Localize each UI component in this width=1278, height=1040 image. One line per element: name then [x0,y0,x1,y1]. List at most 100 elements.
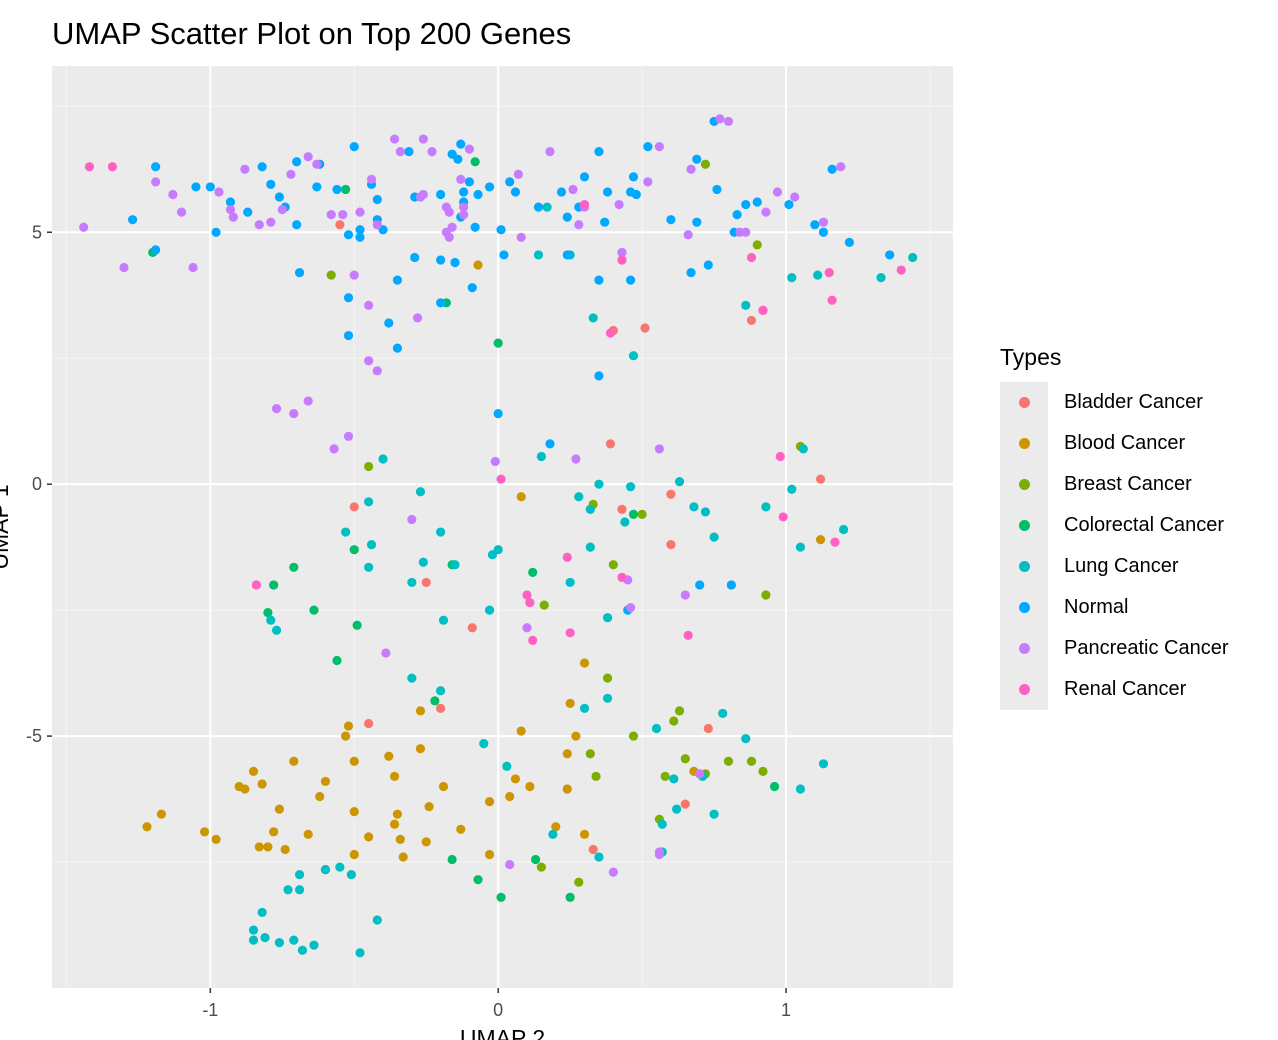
data-point [211,227,221,237]
data-point [723,116,734,127]
data-point [312,182,322,192]
data-point [415,706,426,716]
data-point [505,177,515,187]
data-point [444,207,454,217]
data-point [349,270,359,280]
axes: -1 0 1 -5 0 5 UMAP 2 UMAP 1 [0,222,791,1040]
data-point [349,807,359,817]
data-point [813,270,823,280]
y-tick-label: -5 [26,726,42,746]
data-point [640,323,650,333]
data-point [787,484,797,494]
data-point [415,192,426,202]
data-point [790,192,800,202]
data-point [436,527,446,537]
data-point [574,877,584,887]
data-point [605,439,616,449]
data-point [243,207,253,217]
data-point [436,686,446,696]
data-point [315,791,325,802]
data-point [565,698,575,708]
data-point [168,189,178,200]
data-point [355,225,365,235]
data-point [156,809,166,819]
data-point [579,172,590,182]
data-point [516,492,526,502]
data-point [617,247,627,258]
data-point [571,454,581,464]
data-point [225,204,236,215]
legend-key [1000,669,1048,710]
data-point [827,295,837,305]
data-point [392,275,403,285]
data-point [191,182,201,192]
legend-dot-icon [1018,479,1030,490]
legend-key [1000,505,1048,546]
grid-lines [52,66,953,988]
legend-item: Renal Cancer [1000,669,1229,710]
legend-label: Normal [1064,596,1129,618]
x-tick-label: -1 [202,1000,218,1020]
data-point [605,328,616,338]
data-point [608,867,618,877]
data-point [669,716,679,726]
data-point [332,655,342,666]
data-point [176,207,187,217]
data-point [562,749,572,759]
data-point [752,197,762,207]
data-point [830,537,840,547]
data-point [625,275,636,285]
data-point [436,255,446,265]
data-point [660,771,670,781]
data-point [683,230,693,240]
data-point [395,147,405,157]
data-point [528,635,538,645]
data-point [79,222,89,232]
data-point [493,338,503,348]
data-point [355,948,365,958]
y-axis-label: UMAP 1 [0,484,13,569]
data-point [758,305,768,315]
y-tick-label: 0 [32,474,42,494]
data-point [248,766,259,776]
data-point [588,844,598,855]
legend-key [1000,423,1048,464]
data-point [761,590,771,600]
data-point [674,706,685,716]
data-point [617,504,627,514]
data-point [528,567,538,577]
data-point [289,562,299,572]
data-point [292,220,302,230]
data-point [539,600,549,610]
data-point [430,696,440,706]
data-point [533,250,544,260]
data-point [289,756,299,766]
data-point [531,854,541,865]
data-point [562,250,572,260]
data-point [456,824,466,834]
data-point [692,154,702,164]
data-point [364,300,374,310]
data-point [588,313,598,323]
data-point [199,827,210,837]
data-point [818,227,829,237]
data-point [228,212,238,222]
legend-item: Pancreatic Cancer [1000,628,1229,669]
data-point [240,784,250,794]
data-point [450,560,460,570]
data-point [332,184,342,195]
data-point [447,222,457,232]
data-point [364,461,374,472]
data-point [571,731,581,741]
data-point [562,212,572,222]
data-point [464,177,474,187]
data-point [496,892,506,902]
data-point [496,225,506,235]
data-point [810,220,820,230]
data-point [294,885,305,895]
data-point [510,187,521,197]
data-point [700,507,711,517]
data-point [505,791,515,802]
data-point [467,623,477,633]
data-point [827,164,837,174]
